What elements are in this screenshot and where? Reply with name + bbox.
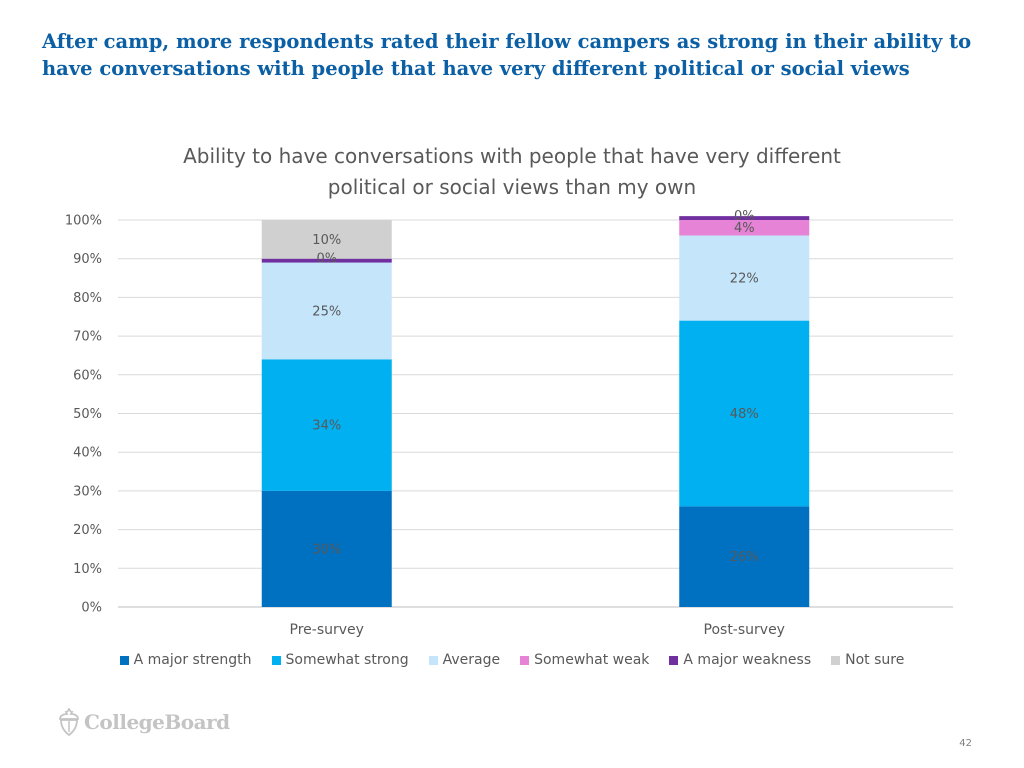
x-axis: Pre-survey Post-survey — [290, 622, 785, 638]
legend-swatch — [669, 655, 679, 665]
data-label: 0% — [734, 209, 755, 224]
legend-label: Somewhat strong — [285, 652, 409, 668]
chart-title-line: political or social views than my own — [328, 175, 696, 199]
legend-item: A major weakness — [669, 652, 811, 668]
legend-item: Somewhat strong — [271, 652, 409, 668]
bar-segment — [261, 258, 392, 263]
chart-legend: A major strength Somewhat strong Average So… — [0, 652, 1024, 668]
legend-label: Not sure — [845, 652, 905, 668]
bar-segment — [261, 490, 392, 607]
chart-gridlines — [118, 219, 953, 608]
y-tick-label: 80% — [73, 291, 102, 306]
y-tick-label: 40% — [73, 446, 102, 461]
data-label: 25% — [312, 304, 341, 319]
y-tick-label: 50% — [73, 407, 102, 422]
y-tick-label: 70% — [73, 330, 102, 345]
data-label: 10% — [312, 233, 341, 248]
y-tick-label: 100% — [65, 214, 102, 229]
logo-text: CollegeBoard — [84, 710, 230, 734]
y-tick-label: 20% — [73, 523, 102, 538]
bar-segment — [679, 220, 810, 236]
collegeboard-logo: CollegeBoard — [58, 708, 230, 736]
y-tick-label: 30% — [73, 484, 102, 499]
legend-label: Somewhat weak — [534, 652, 650, 668]
x-category-label: Pre-survey — [290, 622, 364, 638]
legend-swatch — [271, 655, 281, 665]
bar-segment — [261, 262, 392, 360]
bar-segment — [679, 506, 810, 607]
legend-swatch — [119, 655, 129, 665]
bar-segment — [261, 359, 392, 491]
bar-segment — [679, 320, 810, 507]
bar-segment — [261, 220, 392, 259]
legend-label: A major weakness — [683, 652, 812, 668]
legend-item: Not sure — [831, 652, 904, 668]
y-axis: 0% 10% 20% 30% 40% 50% 60% 70% 80% 90% 100% — [65, 214, 102, 616]
page-number: 42 — [959, 738, 972, 749]
slide-title: After camp, more respondents rated their… — [42, 30, 972, 80]
bar-segment — [679, 235, 810, 321]
legend-item: Average — [428, 652, 501, 668]
x-category-label: Post-survey — [704, 622, 785, 638]
chart-bars — [261, 216, 810, 607]
legend-item: Somewhat weak — [520, 652, 649, 668]
legend-swatch — [428, 655, 438, 665]
chart-title: Ability to have conversations with peopl… — [183, 144, 841, 199]
legend-swatch — [520, 655, 530, 665]
y-tick-label: 10% — [73, 562, 102, 577]
y-tick-label: 90% — [73, 252, 102, 267]
legend-swatch — [831, 655, 841, 665]
chart-title-line: Ability to have conversations with peopl… — [183, 144, 841, 168]
data-label: 4% — [734, 221, 755, 236]
legend-label: Average — [442, 652, 501, 668]
y-tick-label: 0% — [81, 601, 102, 616]
data-label: 30% — [312, 542, 341, 557]
acorn-icon — [59, 708, 79, 736]
data-label: 26% — [730, 550, 759, 565]
legend-item: A major strength — [119, 652, 252, 668]
bar-segment — [679, 216, 810, 220]
legend-label: A major strength — [133, 652, 252, 668]
chart-data-labels: 30%34%25%0%10%26%48%22%4%0% — [312, 209, 758, 565]
data-label: 22% — [730, 272, 759, 287]
data-label: 34% — [312, 419, 341, 434]
data-label: 0% — [316, 252, 337, 267]
data-label: 48% — [730, 407, 759, 422]
y-tick-label: 60% — [73, 368, 102, 383]
